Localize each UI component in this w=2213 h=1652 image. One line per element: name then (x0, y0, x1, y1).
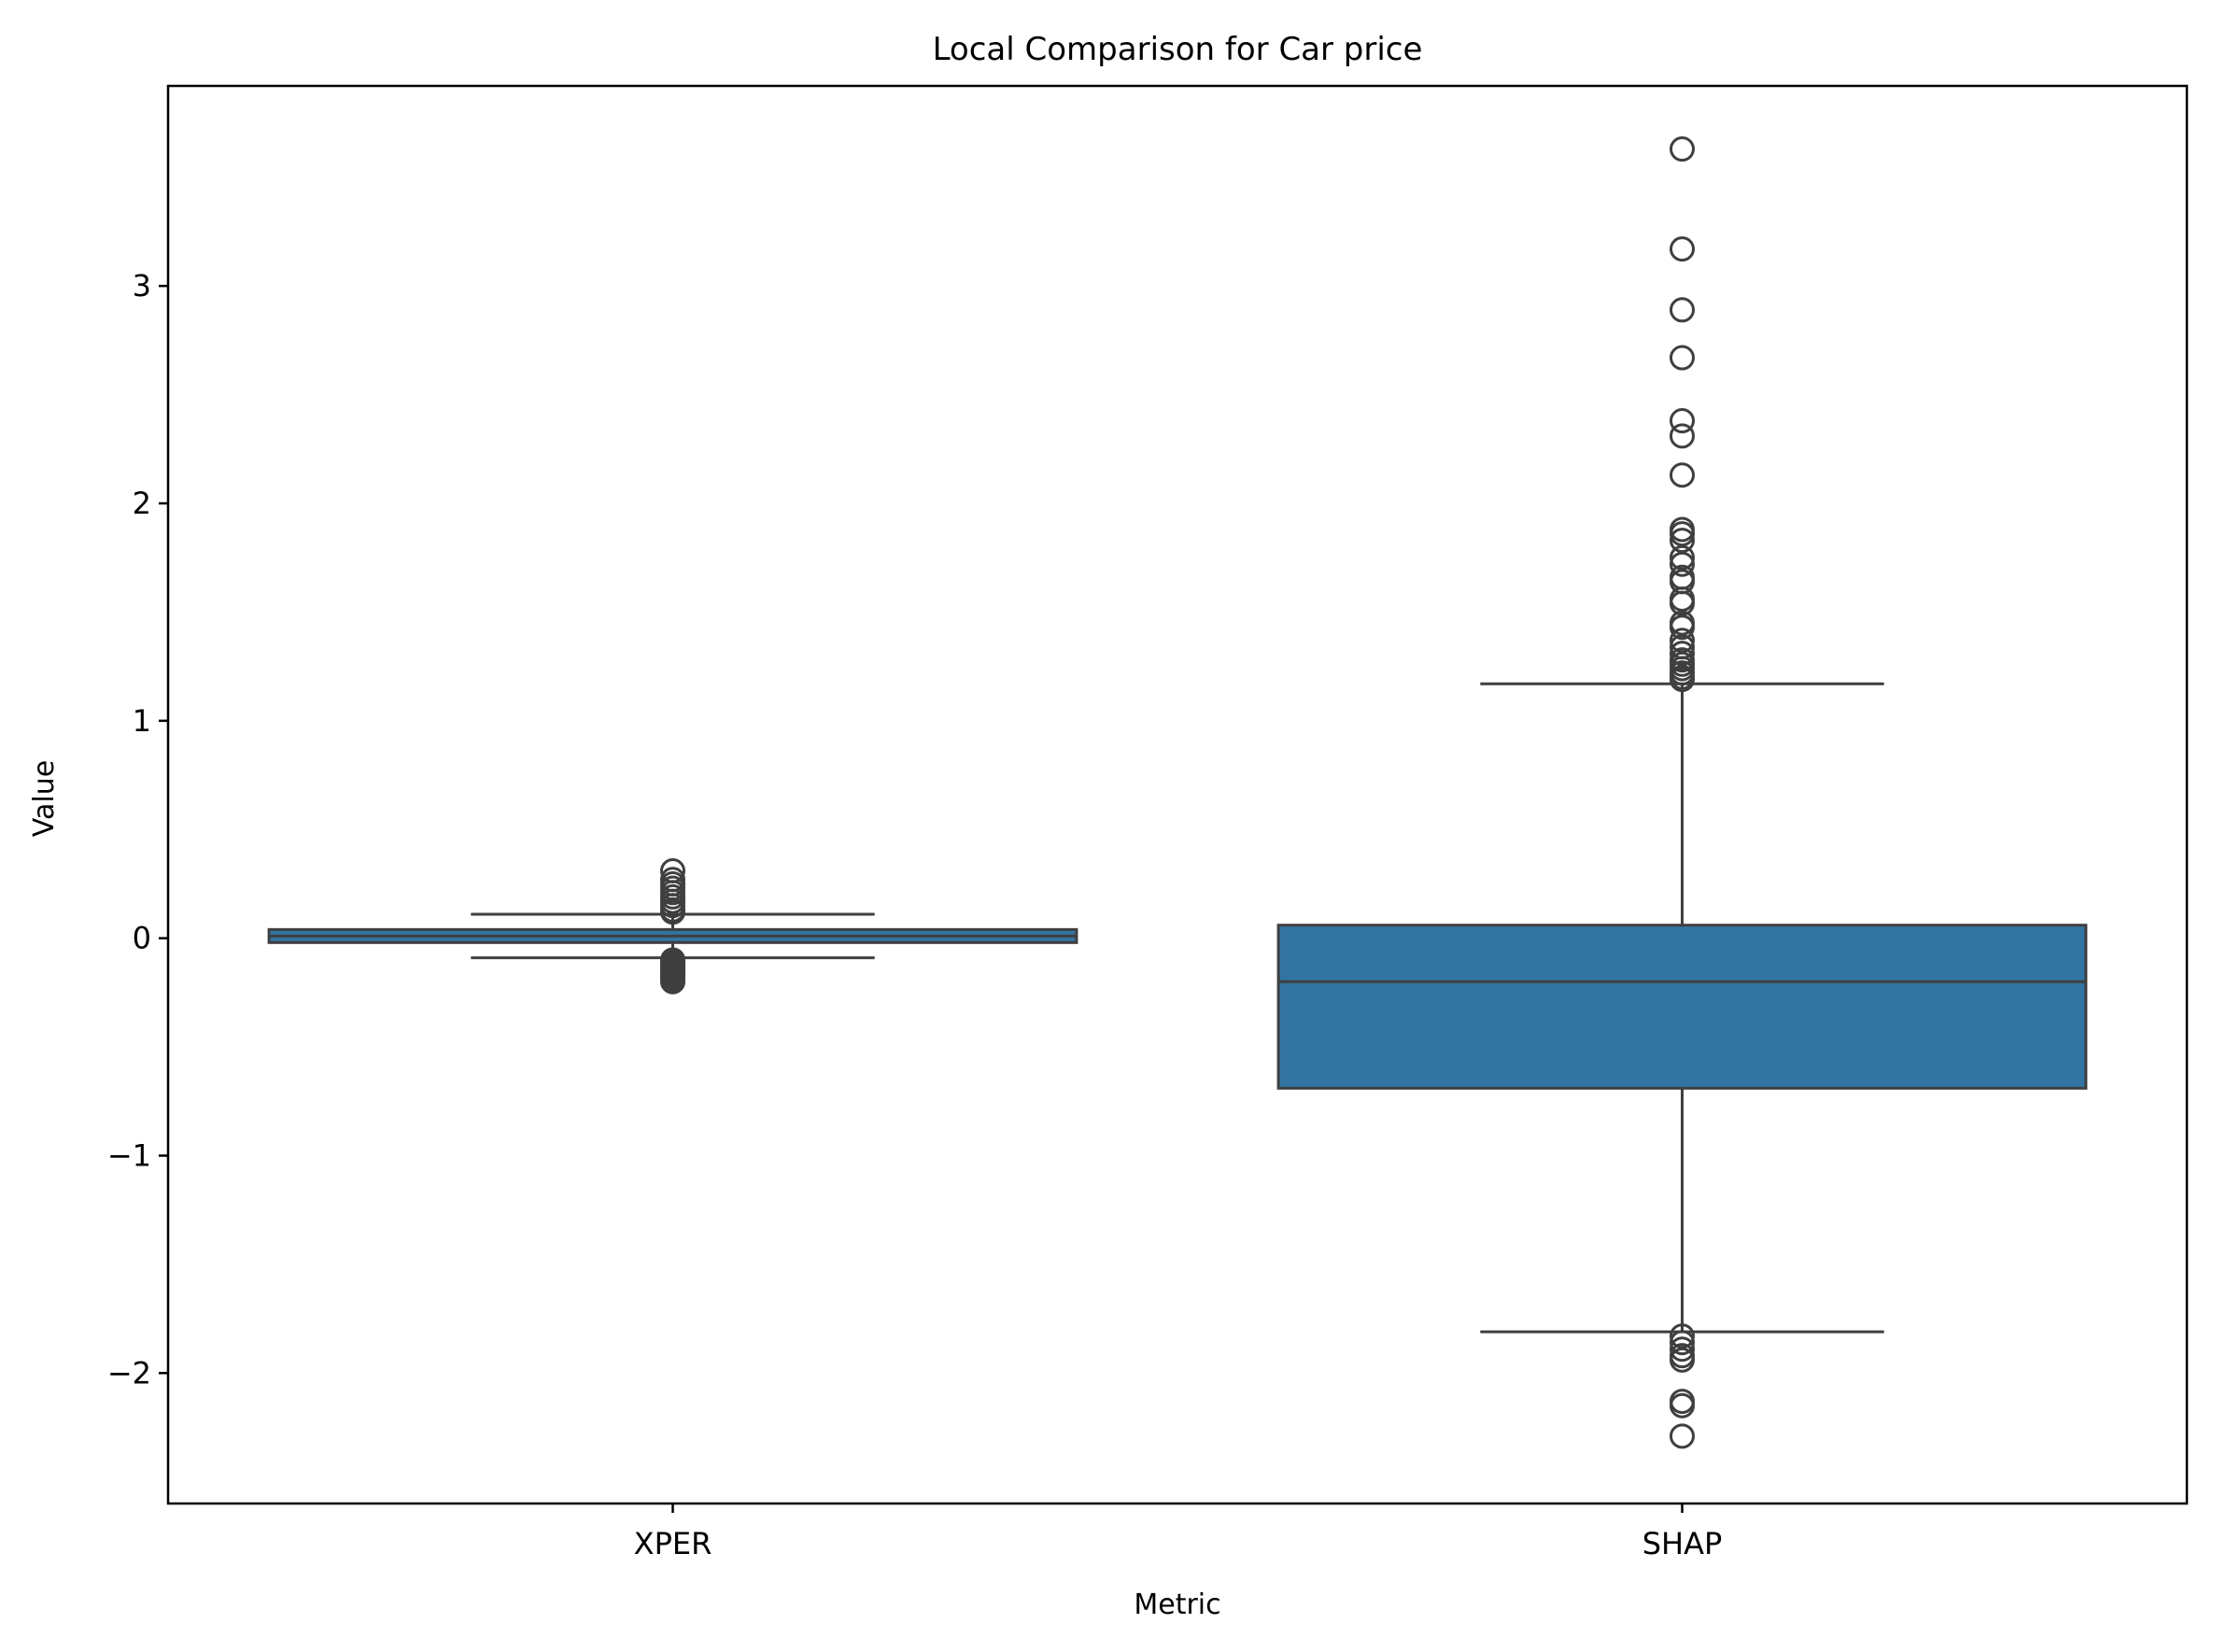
outlier-point (1670, 1347, 1695, 1373)
y-tick-label: 0 (133, 921, 151, 956)
outlier-point (1670, 136, 1695, 162)
outlier-point (1670, 628, 1695, 654)
y-tick-label: −2 (107, 1355, 151, 1391)
y-tick-label: 3 (133, 268, 151, 304)
outlier-point (1670, 1336, 1695, 1363)
outlier-point (1670, 521, 1695, 547)
outlier-point (1670, 297, 1695, 323)
outlier-point (1670, 345, 1695, 371)
outlier-point (1670, 641, 1695, 667)
y-axis-label: Value (28, 760, 61, 837)
plot-area (267, 136, 2088, 1449)
outlier-point (1670, 551, 1695, 577)
plot-frame (166, 84, 2189, 1505)
outlier-point (1670, 590, 1695, 616)
box-group-shap (1276, 136, 2088, 1449)
outlier-point (1670, 236, 1695, 262)
x-tick-label: SHAP (1642, 1526, 1723, 1561)
x-tick-label: XPER (634, 1526, 712, 1561)
outlier-point (1670, 1330, 1695, 1356)
outlier-point (1670, 1323, 1695, 1349)
outlier-point (1670, 1423, 1695, 1449)
iqr-box (1276, 924, 2088, 1090)
outlier-point (660, 899, 685, 925)
outlier-point (1670, 1392, 1695, 1419)
y-tick-label: 1 (133, 703, 151, 739)
outlier-point (1670, 544, 1695, 571)
outlier-point (1670, 528, 1695, 554)
x-axis-label: Metric (1134, 1588, 1220, 1621)
box-group-xper (267, 857, 1078, 995)
axes: −2 −1 0 1 2 3 XPER SHAP (107, 84, 2189, 1561)
chart-title: Local Comparison for Car price (933, 31, 1423, 68)
outlier-point (1670, 423, 1695, 449)
y-tick-label: −1 (107, 1137, 151, 1173)
outlier-point (1670, 408, 1695, 434)
outlier-point (660, 968, 685, 995)
y-tick-label: 2 (133, 486, 151, 521)
outlier-point (1670, 614, 1695, 641)
outlier-point (1670, 462, 1695, 488)
outlier-point (1670, 667, 1695, 693)
